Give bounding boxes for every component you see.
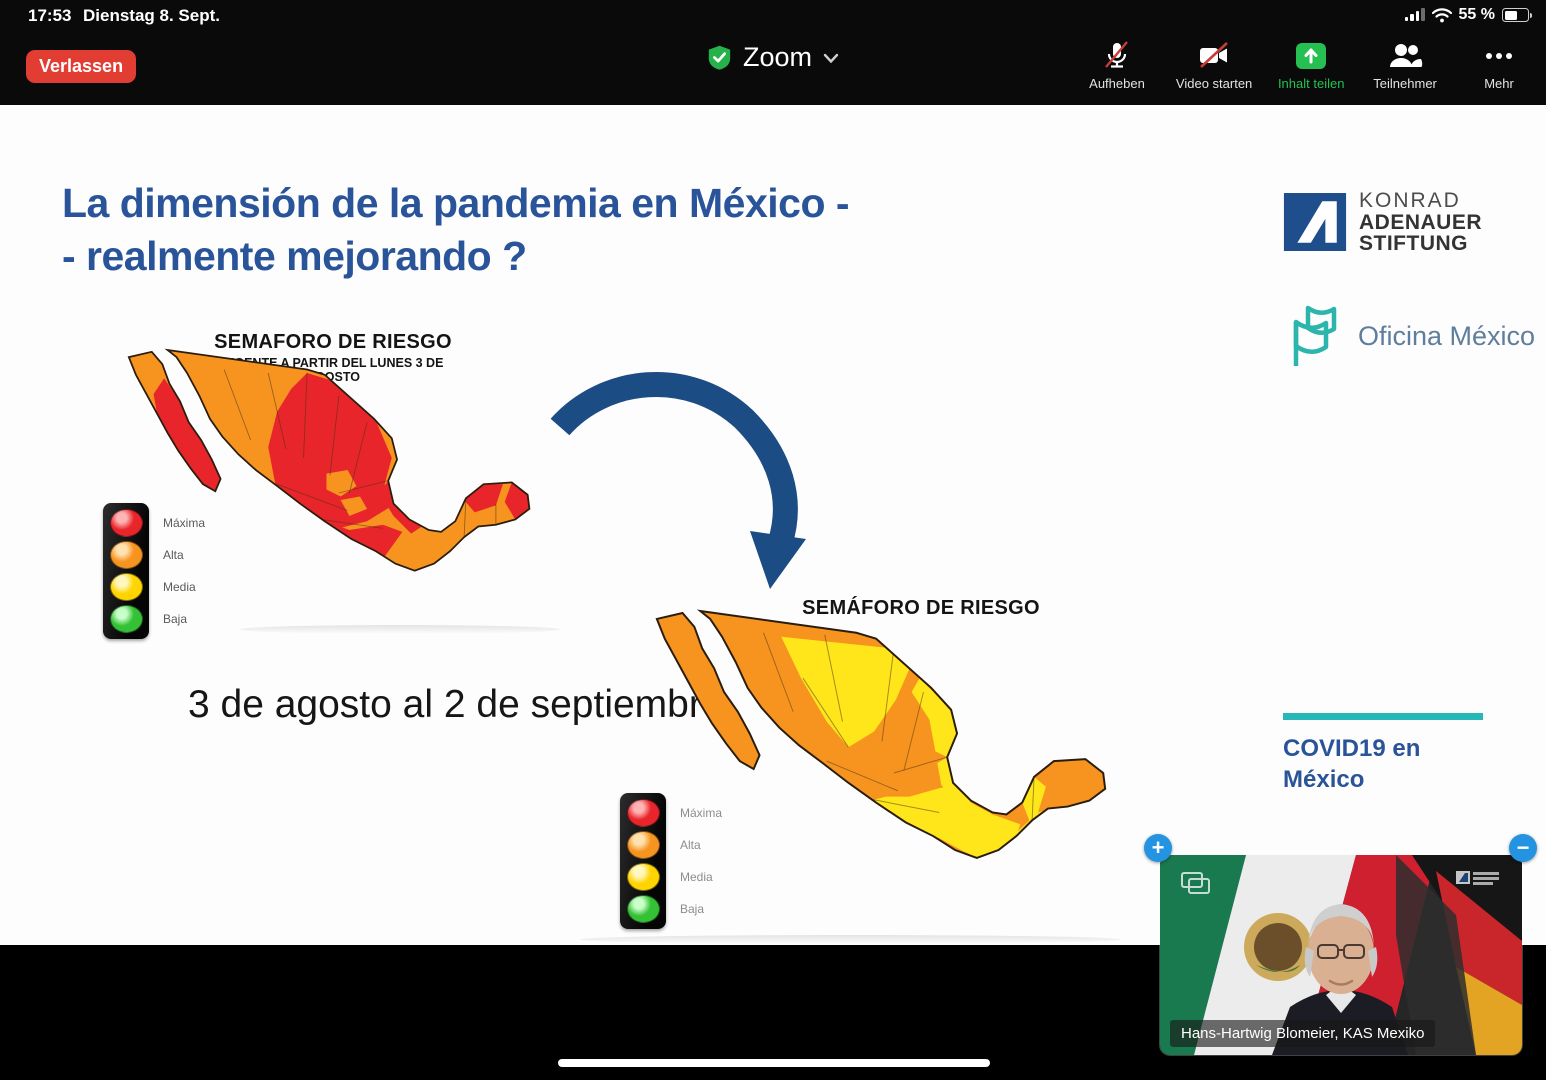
share-watermark-icon [1181,872,1210,894]
kas-logo-line1: KONRAD [1359,189,1461,212]
map-september-title: SEMÁFORO DE RIESGO [802,597,1040,619]
flag-icon [1293,305,1337,366]
start-video-button[interactable]: Video starten [1176,40,1252,91]
more-icon [1483,40,1515,72]
leave-meeting-button[interactable]: Verlassen [26,50,137,83]
legend-label: Media [680,870,713,884]
lamp-alta [626,831,660,859]
status-indicators: 55 % [1404,6,1532,24]
slide-title-line2: - realmente mejorando ? [62,233,527,279]
period-label: 3 de agosto al 2 de septiembre [188,683,724,726]
lamp-baja [626,895,660,923]
covid-label-line1: COVID19 en [1283,735,1421,762]
kas-logo-line2: ADENAUER [1359,210,1483,234]
traffic-light-icon [103,503,149,639]
teal-divider [1283,713,1483,720]
lamp-maxima [109,509,143,537]
toolbar-button-label: Mehr [1484,76,1514,91]
toolbar-button-label: Inhalt teilen [1277,76,1345,91]
risk-legend-september: Máxima Alta Media Baja [620,793,722,929]
meeting-title-label: Zoom [742,42,813,72]
toolbar-button-label: Aufheben [1089,76,1145,91]
cellular-signal-icon [1404,8,1425,21]
chevron-down-icon [823,53,839,63]
legend-labels: Máxima Alta Media Baja [680,793,722,929]
kas-logo-icon [1283,193,1347,252]
lamp-media [626,863,660,891]
traffic-light-icon [620,793,666,929]
share-content-button[interactable]: Inhalt teilen [1276,40,1346,91]
lamp-alta [109,541,143,569]
lamp-maxima [626,799,660,827]
legend-label: Máxima [163,516,206,530]
home-indicator[interactable] [558,1059,990,1067]
mic-muted-icon [1102,40,1132,72]
security-shield-icon [708,45,731,70]
legend-label: Alta [680,838,701,852]
share-content-icon [1293,40,1329,72]
map-august-title: SEMAFORO DE RIESGO [214,331,452,353]
covid-label: COVID19 en México [1283,733,1420,795]
oficina-mexico-logo: Oficina México [1284,300,1535,372]
oficina-mexico-label: Oficina México [1358,320,1536,351]
meeting-toolbar: Aufheben Video starten [1082,40,1534,91]
slide-title: La dimensión de la pandemia en México - … [62,177,850,283]
meeting-title[interactable]: Zoom [706,42,840,73]
unmute-button[interactable]: Aufheben [1082,40,1152,91]
kas-watermark-icon [1456,871,1499,885]
kas-logo: KONRAD ADENAUER STIFTUNG [1283,190,1482,255]
wifi-icon [1431,7,1452,22]
zoom-out-button[interactable]: − [1509,834,1537,862]
lamp-media [109,573,143,601]
legend-label: Baja [680,902,705,916]
kas-logo-line3: STIFTUNG [1359,232,1468,255]
legend-label: Media [163,580,196,594]
participants-icon [1387,40,1423,72]
toolbar-button-label: Video starten [1175,76,1253,91]
legend-label: Máxima [680,806,723,820]
status-time: 17:53 [28,6,72,25]
speaker-video-tile[interactable]: Hans-Hartwig Blomeier, KAS Mexiko [1160,855,1522,1055]
legend-label: Alta [163,548,184,562]
mexico-map-august [127,348,531,572]
lamp-baja [109,605,143,633]
curved-arrow-icon [550,372,806,589]
participant-name-label: Hans-Hartwig Blomeier, KAS Mexiko [1170,1020,1436,1047]
mexico-map-september [655,609,1107,859]
status-date: Dienstag 8. Sept. [83,6,220,25]
risk-legend-august: Máxima Alta Media Baja [103,503,205,639]
slide-title-line1: La dimensión de la pandemia en México - [62,180,850,226]
legend-label: Baja [163,612,188,626]
map-september-header: SEMÁFORO DE RIESGO [796,597,1046,620]
map-august-shadow [240,625,560,634]
more-button[interactable]: Mehr [1464,40,1534,91]
covid-label-line2: México [1283,766,1365,793]
top-bar: 17:53 Dienstag 8. Sept. 55 % Verlassen Z… [0,0,1546,105]
legend-labels: Máxima Alta Media Baja [163,503,205,639]
shared-presentation-slide: La dimensión de la pandemia en México - … [0,105,1546,945]
video-off-icon [1196,40,1232,72]
map-september-shadow [580,935,1120,944]
participants-button[interactable]: Teilnehmer [1370,40,1440,91]
zoom-in-button[interactable]: + [1144,834,1172,862]
battery-icon [1502,8,1532,22]
toolbar-button-label: Teilnehmer [1373,76,1437,91]
battery-percentage: 55 % [1458,6,1495,23]
